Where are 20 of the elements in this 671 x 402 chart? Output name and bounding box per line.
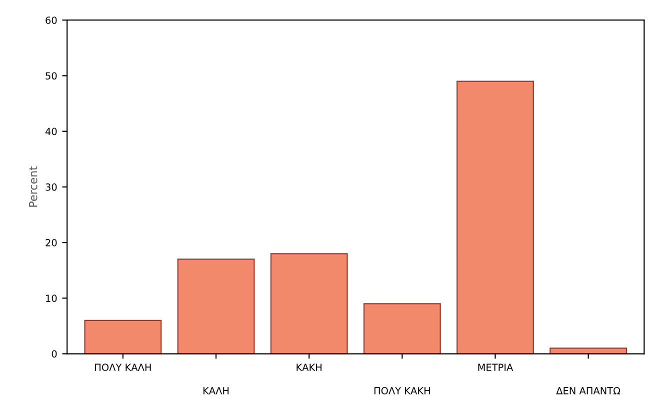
y-axis-title: Percent: [29, 166, 38, 207]
x-tick-label: ΚΑΛΗ: [203, 387, 229, 394]
y-tick-label: 40: [45, 128, 57, 136]
y-tick-label: 50: [46, 72, 57, 80]
bar: [456, 80, 534, 354]
bar: [177, 258, 255, 354]
bar: [363, 303, 441, 354]
y-tick-label: 0: [52, 350, 57, 358]
x-tick-label: ΜΕΤΡΙΑ: [478, 364, 514, 371]
x-tick-label: ΔΕΝ ΑΠΑΝΤΩ: [556, 387, 620, 394]
x-tick-label: ΠΟΛΥ ΚΑΛΗ: [95, 364, 151, 372]
y-tick-label: 10: [46, 294, 57, 302]
bar: [550, 348, 628, 354]
x-tick-label: ΚΑΚΗ: [296, 364, 322, 371]
y-tick-label: 20: [46, 239, 57, 246]
x-tick-label: ΠΟΛΥ ΚΑΚΗ: [374, 387, 430, 394]
bar: [270, 253, 348, 354]
y-tick-label: 60: [46, 16, 57, 24]
y-tick-label: 30: [46, 183, 57, 191]
bar: [84, 320, 162, 354]
